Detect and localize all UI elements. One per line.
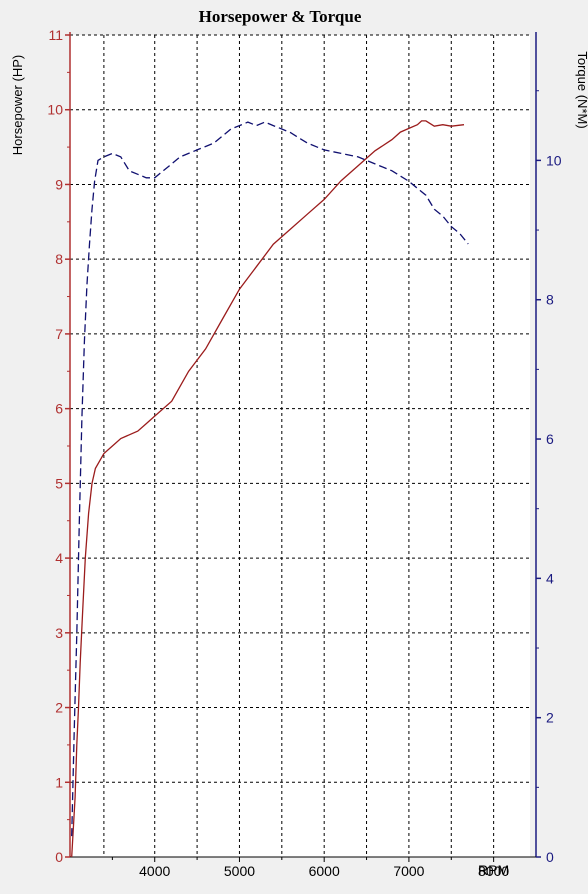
left-tick-label: 6 [55, 401, 63, 417]
x-tick-label: 7000 [393, 863, 424, 879]
grid-lines [70, 34, 530, 857]
left-tick-label: 3 [55, 625, 63, 641]
x-axis-title: RPM [478, 862, 509, 878]
y-axis-title: Horsepower (HP) [10, 55, 25, 155]
right-tick-label: 6 [546, 431, 554, 447]
torque-line [71, 121, 469, 837]
left-tick-label: 0 [55, 849, 63, 865]
left-tick-label: 10 [47, 102, 63, 118]
right-tick-label: 10 [546, 152, 562, 168]
right-tick-label: 8 [546, 292, 554, 308]
x-tick-label: 8000 [478, 863, 509, 879]
left-tick-label: 4 [55, 550, 63, 566]
chart-title: Horsepower & Torque [199, 7, 362, 26]
x-ticks: 4000 5000 6000 7000 8000 [111, 857, 509, 879]
left-tick-label: 9 [55, 176, 63, 192]
right-y-ticks: 0 2 4 6 8 10 [536, 90, 562, 865]
left-tick-label: 2 [55, 700, 63, 716]
horsepower-line [71, 120, 465, 858]
left-tick-label: 11 [48, 27, 63, 43]
right-tick-label: 2 [546, 710, 554, 726]
y2-axis-title: Torque (N*M) [575, 51, 588, 128]
left-tick-label: 5 [55, 475, 63, 491]
left-tick-label: 1 [55, 774, 63, 790]
x-tick-label: 6000 [309, 863, 340, 879]
right-tick-label: 4 [546, 570, 554, 586]
left-y-ticks: 0 1 2 3 4 5 6 7 8 9 10 11 [47, 27, 70, 865]
left-tick-label: 8 [55, 251, 63, 267]
plot-area [70, 35, 530, 857]
series-layer [71, 120, 469, 858]
left-tick-label: 7 [55, 326, 63, 342]
x-tick-label: 5000 [224, 863, 255, 879]
x-tick-label: 4000 [139, 863, 170, 879]
right-tick-label: 0 [546, 849, 554, 865]
